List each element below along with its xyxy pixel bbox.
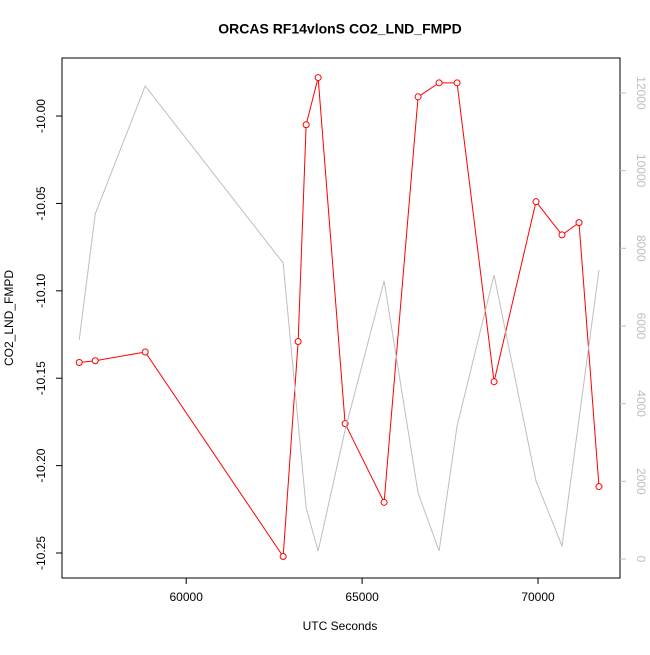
x-tick-label: 60000 (170, 590, 204, 604)
y-tick-label: -10.20 (34, 448, 48, 482)
data-point (380, 498, 388, 506)
y-tick-label: -10.00 (34, 99, 48, 133)
y-axis-label: CO2_LND_FMPD (2, 270, 16, 366)
y-tick-label: -10.10 (34, 273, 48, 307)
y2-tick-label: 2000 (634, 468, 648, 495)
x-tick-label: 65000 (345, 590, 379, 604)
series-line (79, 77, 600, 558)
data-point (91, 357, 99, 365)
y-tick-label: -10.25 (34, 536, 48, 570)
x-tick-label: 70000 (521, 590, 555, 604)
data-point (414, 93, 422, 101)
y2-tick-label: 0 (634, 556, 648, 563)
data-point (294, 338, 302, 346)
data-point (490, 378, 498, 386)
data-point (532, 198, 540, 206)
data-point (314, 74, 322, 82)
data-point (435, 79, 443, 87)
data-point (302, 121, 310, 129)
x-axis-label: UTC Seconds (303, 619, 378, 633)
y2-tick-label: 6000 (634, 313, 648, 340)
data-point (75, 358, 83, 366)
y2-tick-label: 4000 (634, 390, 648, 417)
chart-title: ORCAS RF14vlonS CO2_LND_FMPD (218, 21, 461, 37)
data-point (453, 79, 461, 87)
data-point (279, 553, 287, 561)
data-point (558, 231, 566, 239)
plot-frame (61, 57, 621, 579)
data-point (141, 348, 149, 356)
y-tick-label: -10.05 (34, 186, 48, 220)
y2-tick-label: 10000 (634, 154, 648, 188)
y2-tick-label: 8000 (634, 235, 648, 262)
y-tick-label: -10.15 (34, 361, 48, 395)
y2-tick-label: 12000 (634, 76, 648, 110)
series-line (78, 84, 600, 552)
data-point (595, 483, 603, 491)
data-point (575, 219, 583, 227)
